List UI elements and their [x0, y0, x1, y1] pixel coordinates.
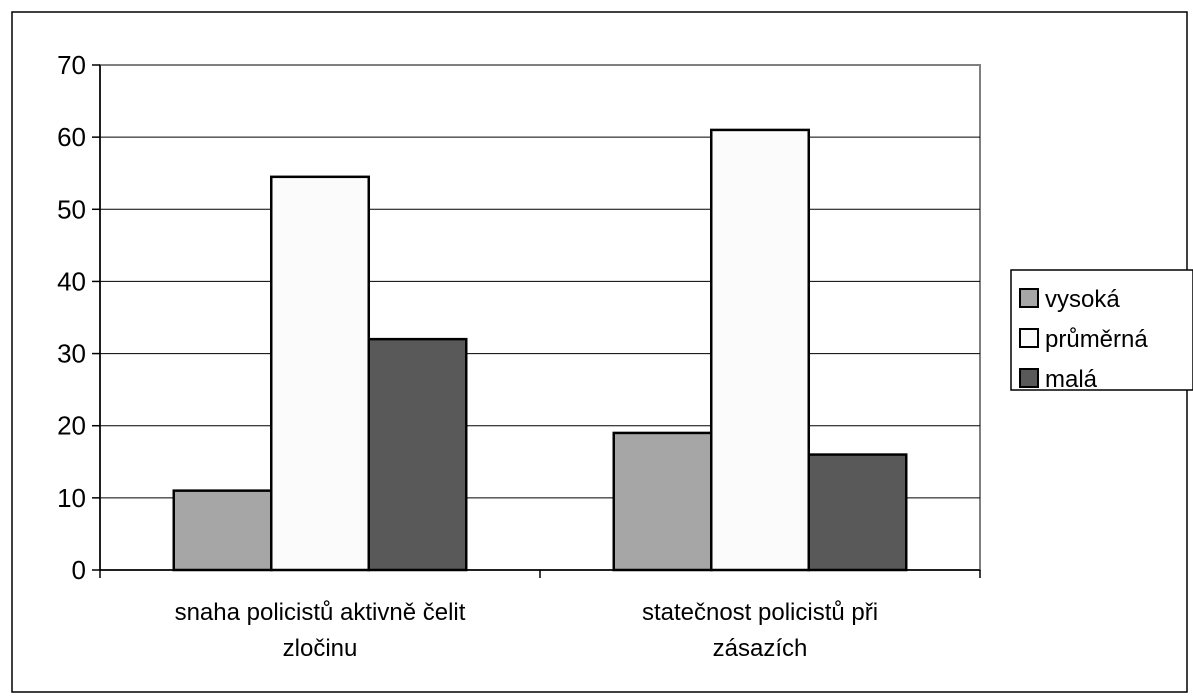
- y-tick-label: 30: [57, 339, 86, 369]
- y-tick-label: 20: [57, 411, 86, 441]
- bar: [172, 489, 273, 572]
- axis-labels: 0 10 20 30 40 50 60 70 snaha policistů aktivně č…: [57, 50, 878, 662]
- y-tick-label: 60: [57, 122, 86, 152]
- bar: [367, 337, 468, 572]
- legend-swatch: [1019, 368, 1039, 388]
- legend-label: malá: [1045, 366, 1098, 393]
- y-tick-label: 0: [72, 555, 86, 585]
- bars: [172, 128, 908, 572]
- legend-label: průměrná: [1045, 326, 1148, 353]
- legend-label: vysoká: [1045, 286, 1120, 313]
- y-tick-label: 10: [57, 483, 86, 513]
- x-category-label: zločinu: [283, 635, 358, 662]
- legend: vysoká průměrná malá: [1010, 269, 1193, 393]
- y-tick-label: 70: [57, 50, 86, 80]
- legend-swatch: [1019, 288, 1039, 308]
- bar: [807, 453, 908, 572]
- x-category-label: snaha policistů aktivně čelit: [175, 599, 466, 626]
- x-category-label: statečnost policistů při: [642, 599, 878, 626]
- y-tick-label: 40: [57, 266, 86, 296]
- bar: [710, 128, 810, 572]
- legend-box: [1010, 269, 1193, 391]
- y-tick-label: 50: [57, 194, 86, 224]
- legend-swatch: [1019, 328, 1039, 348]
- x-category-label: zásazích: [713, 635, 808, 662]
- bar: [612, 431, 713, 572]
- bar: [270, 175, 370, 572]
